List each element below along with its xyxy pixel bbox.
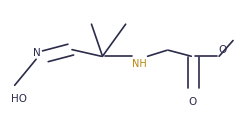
Text: O: O — [189, 97, 197, 107]
Text: NH: NH — [132, 59, 147, 69]
Text: HO: HO — [11, 94, 27, 104]
Text: O: O — [218, 45, 226, 55]
Text: N: N — [32, 48, 40, 58]
